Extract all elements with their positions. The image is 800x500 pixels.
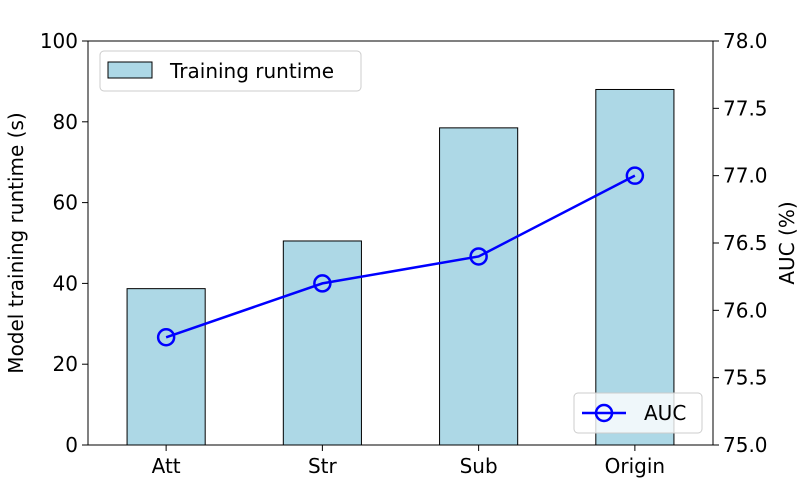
auc-line — [165, 174, 636, 339]
y-axis-right-title: AUC (%) — [775, 201, 799, 284]
y-left-tick-label: 0 — [65, 433, 78, 457]
auc-point-sub — [469, 247, 488, 266]
x-tick-label: Origin — [605, 454, 665, 478]
bar-origin — [595, 88, 675, 446]
y-left-tick-label: 20 — [53, 352, 78, 376]
legend-line-label: AUC — [644, 401, 686, 425]
line-layer — [156, 166, 645, 347]
auc-point-att — [156, 328, 176, 347]
y-left-tick-label: 60 — [53, 191, 78, 215]
auc-point-origin — [625, 166, 645, 185]
y-left-tick-label: 80 — [53, 110, 78, 134]
legend-line-marker — [594, 403, 614, 423]
y-left-tick-label: 100 — [40, 29, 78, 53]
y-axis-left: 0 20 40 60 80 100 — [40, 29, 88, 457]
y-left-tick-label: 40 — [53, 271, 78, 295]
y-right-tick-label: 76.0 — [723, 298, 768, 322]
y-right-tick-label: 76.5 — [723, 231, 768, 255]
bar-str — [282, 240, 362, 446]
legend-line-box — [573, 392, 703, 434]
bars-layer — [126, 88, 675, 446]
y-right-tick-label: 77.5 — [723, 96, 768, 120]
legend-bar-box — [99, 50, 362, 92]
x-tick-label: Str — [308, 454, 338, 478]
x-axis: Att Str Sub Origin — [152, 445, 665, 478]
y-axis-left-title: Model training runtime (s) — [4, 112, 28, 373]
auc-point-str — [313, 274, 332, 293]
legend-bar-label: Training runtime — [169, 59, 334, 83]
legend-bar: Training runtime — [99, 50, 362, 92]
x-tick-label: Sub — [460, 454, 498, 478]
legend-bar-swatch — [107, 61, 153, 79]
x-tick-label: Att — [152, 454, 181, 478]
bar-sub — [439, 127, 519, 446]
y-right-tick-label: 75.5 — [723, 366, 768, 390]
y-right-tick-label: 75.0 — [723, 433, 768, 457]
bar-att — [126, 288, 206, 446]
y-right-tick-label: 77.0 — [723, 164, 768, 188]
y-right-tick-label: 78.0 — [723, 29, 768, 53]
y-axis-right: 75.0 75.5 76.0 76.5 77.0 77.5 78.0 — [713, 29, 768, 457]
legend-line: AUC — [573, 392, 703, 434]
